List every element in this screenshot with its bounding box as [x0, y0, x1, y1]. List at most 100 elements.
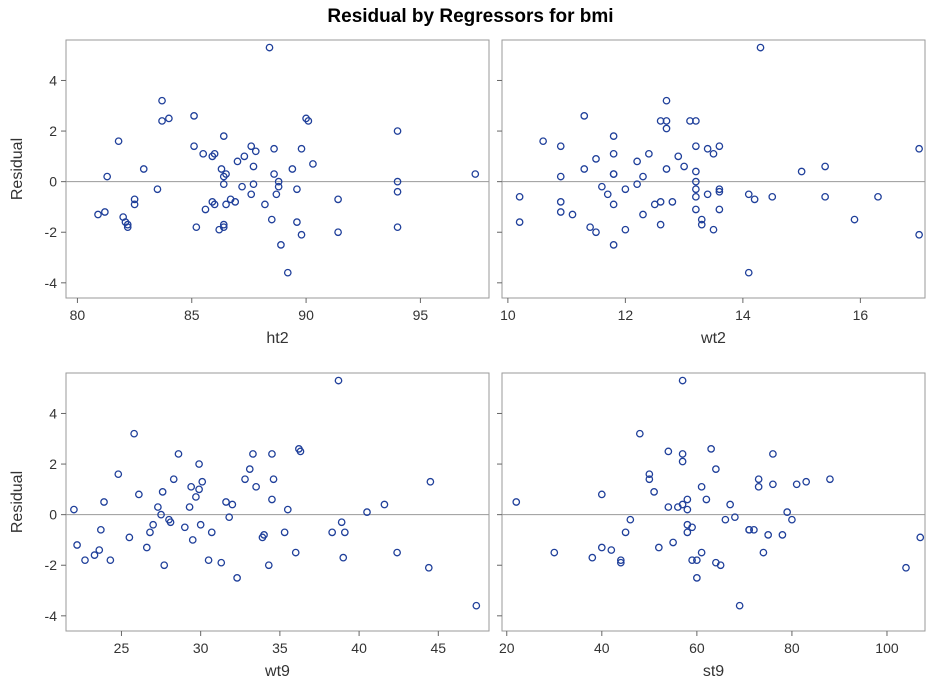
data-point [792, 480, 801, 489]
data-point [210, 149, 219, 158]
x-tick-label: 40 [594, 640, 610, 656]
data-point [616, 556, 625, 565]
data-point [158, 96, 166, 105]
data-point [744, 190, 753, 199]
data-point [688, 523, 696, 532]
data-point [715, 205, 724, 214]
data-point [219, 180, 228, 189]
data-point [269, 475, 278, 484]
data-point [745, 525, 753, 534]
data-point [297, 144, 306, 153]
data-point [850, 215, 859, 224]
data-point [683, 528, 692, 537]
data-point [219, 132, 228, 140]
data-point [750, 525, 758, 534]
data-point [783, 508, 792, 516]
data-point [94, 210, 102, 219]
data-point [283, 505, 292, 514]
data-point [231, 198, 240, 206]
panel-wt9: 25 30 35 40 45 -4 -2 0 2 4 wt9 Residual [9, 372, 490, 680]
data-point [188, 536, 197, 544]
data-point [715, 142, 724, 151]
data-point [621, 225, 630, 234]
data-point [731, 513, 739, 522]
data-point [267, 215, 276, 224]
data-point [228, 500, 237, 509]
data-point [100, 498, 108, 506]
data-point [123, 223, 132, 232]
y-axis-label: Residual [9, 138, 26, 200]
data-point [678, 450, 687, 458]
x-tick-label: 45 [431, 640, 447, 656]
data-point [902, 563, 910, 572]
data-point [217, 558, 226, 567]
data-point [328, 528, 337, 537]
data-point [669, 538, 677, 547]
y-tick-label: 2 [49, 123, 57, 139]
data-point [515, 192, 524, 201]
data-point [692, 205, 700, 214]
data-point [688, 556, 696, 565]
data-point [756, 43, 765, 52]
data-point [645, 470, 654, 479]
data-point [678, 376, 687, 385]
x-tick-label: 16 [853, 307, 869, 323]
data-point [678, 457, 687, 466]
data-point [592, 228, 600, 237]
data-point [778, 531, 787, 539]
data-point [759, 548, 768, 557]
data-point [268, 450, 276, 458]
data-point [149, 520, 157, 529]
data-point [195, 460, 203, 468]
data-point [339, 553, 348, 562]
y-tick-label: -4 [45, 608, 58, 624]
data-point [712, 465, 720, 473]
data-point [692, 192, 700, 201]
y-tick-label: 0 [49, 174, 57, 190]
data-point [821, 192, 829, 201]
data-point [393, 177, 402, 186]
data-point [192, 493, 200, 501]
data-point [697, 482, 706, 491]
data-point [251, 147, 260, 156]
data-point [709, 225, 718, 234]
data-point [597, 543, 606, 552]
data-point [274, 177, 283, 186]
data-point [588, 553, 597, 562]
data-point [241, 475, 249, 484]
x-axis-label: st9 [703, 663, 724, 680]
data-point [192, 223, 201, 232]
data-point [550, 548, 559, 557]
data-point [363, 508, 371, 516]
data-point [874, 192, 882, 201]
data-point [265, 43, 274, 52]
data-point [195, 485, 203, 494]
data-point [586, 223, 594, 232]
data-point [268, 495, 276, 504]
data-point [915, 230, 923, 239]
data-point [702, 495, 711, 504]
data-point [639, 172, 647, 181]
data-point [707, 445, 715, 453]
y-tick-label: -2 [45, 224, 58, 240]
data-point [393, 127, 402, 135]
data-point [135, 490, 143, 499]
data-point [750, 195, 759, 204]
data-point [715, 185, 724, 194]
data-point [222, 170, 230, 178]
data-point [160, 561, 169, 570]
data-point [556, 208, 565, 216]
data-point [697, 220, 706, 229]
data-point [664, 447, 673, 456]
data-point [158, 488, 167, 496]
data-point [270, 144, 278, 153]
data-point [103, 172, 112, 181]
data-point [180, 523, 189, 532]
data-point [169, 475, 178, 484]
data-point [288, 165, 297, 173]
data-point [340, 528, 349, 537]
data-point [174, 450, 183, 458]
data-point [692, 117, 700, 125]
x-axis-label: wt9 [264, 663, 290, 680]
data-point [662, 96, 671, 105]
